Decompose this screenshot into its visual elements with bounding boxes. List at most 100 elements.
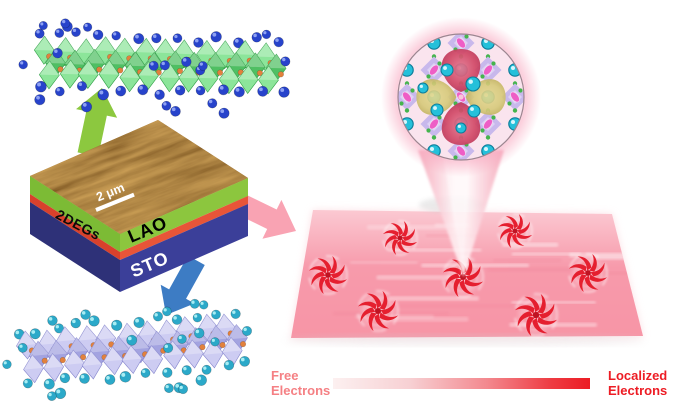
green-atom (383, 7, 387, 11)
surface-streak (594, 254, 643, 259)
circle-shape (220, 109, 225, 114)
green-atom (491, 115, 496, 120)
octahedron-facet (109, 336, 130, 352)
center-atom (59, 357, 66, 364)
circle-shape (133, 33, 145, 45)
inset-octahedron (529, 165, 556, 192)
pink-atom (536, 9, 548, 22)
circle-shape (538, 39, 542, 43)
vortex-blade (319, 276, 327, 294)
green-atom (378, 27, 382, 31)
lao-lattice (18, 18, 291, 119)
circle-shape (568, 253, 608, 293)
circle-shape (20, 61, 24, 65)
teal-atom (509, 10, 521, 22)
circle-shape (178, 335, 182, 340)
circle-shape (40, 22, 44, 26)
circle-shape (36, 95, 40, 100)
octahedron-facet (114, 38, 135, 53)
circle-shape (106, 375, 110, 380)
teal-atom (465, 76, 481, 92)
octahedron-facet (67, 337, 88, 353)
teal-atom (467, 104, 481, 118)
vortex-core (375, 308, 381, 314)
green-atom (512, 108, 518, 113)
atom-sphere (207, 98, 218, 109)
electron-legend: Free Electrons Localized Electrons (271, 368, 667, 398)
surface-streak-dark (493, 258, 562, 263)
circle-shape (376, 147, 380, 151)
circle-shape (59, 372, 71, 384)
atom-sphere (159, 60, 170, 71)
vortex-blade (382, 230, 399, 237)
circle-shape (468, 79, 473, 84)
vortex-blade (453, 278, 462, 297)
circle-shape (161, 61, 165, 66)
pink-atom (510, 91, 520, 103)
legend-free-line2: Electrons (271, 383, 330, 398)
octahedron-facet (75, 38, 96, 54)
orbital-center (458, 94, 464, 100)
pink-atom (456, 145, 466, 157)
circle-shape (150, 62, 154, 66)
green-atom (507, 101, 512, 106)
atom-sphere (211, 309, 221, 320)
octahedron-facet (138, 61, 159, 76)
circle-shape (78, 82, 83, 86)
atom-sphere (223, 359, 235, 371)
atom-sphere (251, 32, 262, 43)
circle-shape (232, 310, 236, 314)
circle-shape (273, 36, 284, 48)
circle-shape (195, 85, 206, 96)
green-atom (378, 135, 382, 139)
atom-sphere (195, 374, 207, 386)
circle-shape (72, 28, 77, 33)
circle-shape (163, 102, 167, 106)
octahedron-facet (55, 37, 76, 52)
afm-tint (30, 120, 248, 234)
circle-shape (56, 88, 60, 92)
circle-shape (484, 147, 488, 151)
electron-vortex (357, 290, 399, 332)
teal-atom (401, 10, 413, 22)
atom-sphere (170, 106, 181, 117)
circle-shape (182, 58, 187, 62)
atom-sphere (2, 359, 12, 370)
vortex-blade (464, 278, 483, 287)
octahedron-facet (105, 50, 126, 65)
vortex-blade (507, 232, 514, 248)
inset-border (397, 33, 525, 161)
octahedron (33, 35, 55, 65)
octahedron-facet (238, 65, 259, 80)
circle-shape (127, 336, 132, 341)
circle-shape (151, 33, 162, 44)
octahedron-facet (47, 340, 68, 356)
lattice-slab (18, 18, 291, 119)
circle-shape (172, 33, 183, 44)
octahedron-facet (60, 60, 81, 75)
circle-shape (194, 38, 199, 43)
circle-shape (280, 56, 291, 67)
atom-sphere (239, 356, 251, 367)
circle-shape (56, 389, 61, 394)
octahedron-facet (103, 346, 124, 362)
vortex-blade (497, 223, 514, 230)
surface-shadow (285, 334, 645, 346)
circle-shape (261, 29, 272, 40)
path-shape (373, 171, 387, 185)
circle-shape (117, 87, 121, 91)
circle-shape (97, 88, 109, 101)
atom-sphere (133, 33, 145, 45)
octahedron (237, 64, 259, 95)
vortex-blade (537, 294, 546, 314)
atom-sphere (54, 323, 65, 334)
circle-shape (140, 368, 151, 378)
circle-shape (22, 378, 33, 389)
atom-sphere (47, 315, 58, 326)
octahedron-facet (205, 52, 226, 67)
green-atom (545, 61, 549, 65)
octahedron-facet (129, 334, 150, 350)
octahedron (81, 350, 103, 380)
octahedron-facet (125, 51, 146, 67)
circle-shape (198, 61, 208, 71)
